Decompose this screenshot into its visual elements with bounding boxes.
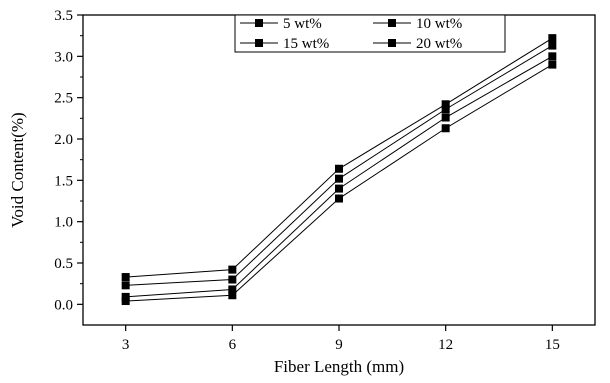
y-tick-label: 3.5 — [54, 8, 73, 24]
x-tick-label: 6 — [229, 337, 237, 353]
data-point — [228, 285, 237, 294]
x-tick-label: 9 — [335, 337, 343, 353]
y-tick-label: 1.5 — [54, 173, 73, 189]
legend: 5 wt% 10 wt% 15 wt% 20 wt% — [234, 14, 506, 53]
y-tick-label: 1.0 — [54, 215, 73, 231]
axis-ticks: 3 6 9 12 15 0.0 0.5 1.0 1.5 2.0 2.5 3.0 3.5 — [54, 8, 560, 353]
series-markers — [121, 34, 557, 306]
legend-label: 5 wt% — [283, 16, 322, 32]
legend-marker — [388, 19, 396, 27]
x-tick-label: 15 — [545, 337, 560, 353]
data-point — [441, 105, 450, 114]
data-point — [121, 297, 130, 306]
legend-label: 20 wt% — [416, 36, 462, 52]
data-point — [228, 291, 237, 300]
data-point — [335, 164, 343, 173]
data-point — [548, 52, 557, 61]
legend-marker — [388, 39, 396, 47]
x-axis-title: Fiber Length (mm) — [274, 357, 404, 376]
y-tick-label: 0.0 — [54, 297, 73, 313]
y-tick-label: 2.5 — [54, 91, 73, 107]
data-point — [548, 34, 557, 43]
data-point — [121, 273, 130, 282]
legend-marker — [255, 19, 263, 27]
legend-label: 10 wt% — [416, 16, 462, 32]
legend-box — [234, 14, 506, 53]
data-point — [228, 275, 237, 284]
data-point — [121, 281, 130, 290]
series-line-4 — [125, 37, 553, 278]
series-line-1 — [125, 64, 553, 302]
data-point — [121, 292, 130, 301]
data-point — [335, 194, 343, 203]
data-point — [335, 174, 343, 183]
y-tick-label: 2.0 — [54, 132, 73, 148]
x-tick-label: 12 — [438, 337, 453, 353]
data-point — [441, 100, 450, 109]
legend-label: 15 wt% — [283, 36, 329, 52]
y-tick-label: 0.5 — [54, 256, 73, 272]
data-point — [548, 41, 557, 50]
data-point — [548, 60, 557, 69]
x-tick-label: 3 — [122, 337, 130, 353]
data-point — [441, 124, 450, 133]
y-tick-label: 3.0 — [54, 49, 73, 65]
data-point — [228, 265, 237, 274]
legend-marker — [255, 39, 263, 47]
data-point — [335, 184, 343, 193]
data-point — [441, 113, 450, 122]
y-axis-title: Void Content(%) — [8, 112, 27, 227]
